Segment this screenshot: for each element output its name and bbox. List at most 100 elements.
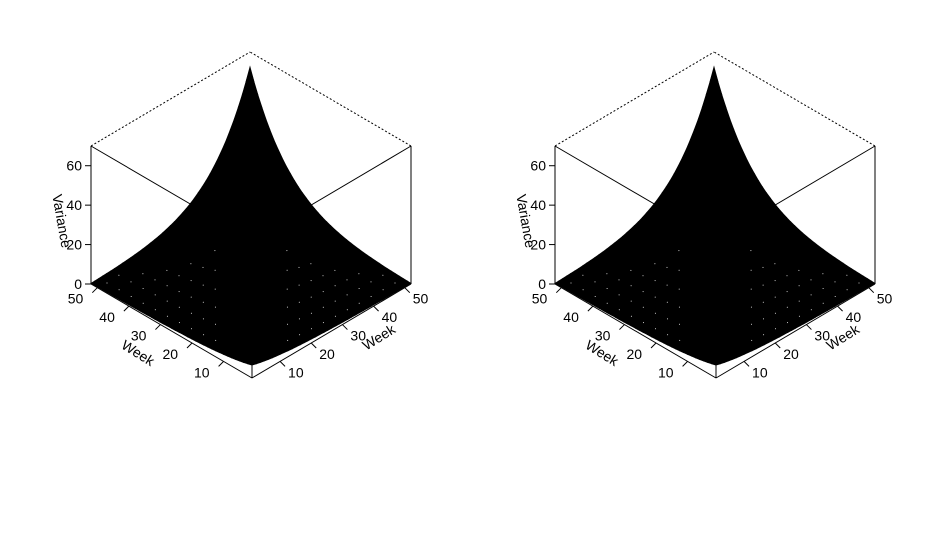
x-tick <box>587 305 594 312</box>
mesh-gap <box>166 300 168 302</box>
mesh-gap <box>358 302 360 304</box>
mesh-gap <box>582 274 584 276</box>
mesh-gap <box>654 312 656 314</box>
z-tick-label: 60 <box>66 158 82 174</box>
mesh-gap <box>618 279 620 281</box>
mesh-gap <box>106 282 108 284</box>
z-tick-label: 20 <box>530 237 546 253</box>
mesh-gap <box>178 322 180 324</box>
mesh-gap <box>286 288 288 290</box>
x-tick-label: 10 <box>194 364 210 380</box>
x-tick <box>91 287 98 294</box>
x-tick <box>650 342 657 349</box>
mesh-gap <box>286 306 288 308</box>
y-tick-label: 10 <box>288 364 304 380</box>
mesh-gap <box>287 323 288 325</box>
mesh-gap <box>774 296 776 298</box>
mesh-gap <box>214 306 216 308</box>
mesh-gap <box>582 289 584 291</box>
x-tick <box>155 324 161 330</box>
mesh-gap <box>178 291 180 293</box>
mesh-gap <box>154 279 156 281</box>
mesh-gap <box>750 250 752 252</box>
mesh-gap <box>191 328 192 330</box>
y-tick-label: 50 <box>413 291 429 307</box>
mesh-gap <box>214 288 216 290</box>
mesh-gap <box>762 284 764 286</box>
y-tick-label: 10 <box>752 364 768 380</box>
x-tick-label: 50 <box>532 291 548 307</box>
mesh-gap <box>142 273 144 275</box>
y-axis-label: Week <box>823 320 862 353</box>
mesh-gap <box>775 328 776 330</box>
x-tick <box>682 361 688 367</box>
mesh-gap <box>286 269 288 271</box>
y-tick <box>404 287 411 294</box>
mesh-gap <box>178 275 180 277</box>
y-tick <box>837 305 843 312</box>
mesh-gap <box>667 334 669 336</box>
mesh-gap <box>810 309 812 311</box>
y-tick <box>342 324 348 330</box>
mesh-gap <box>678 269 680 271</box>
mesh-gap <box>643 322 644 324</box>
mesh-gap <box>154 309 156 311</box>
mesh-gap <box>654 263 656 265</box>
mesh-gap <box>606 288 608 289</box>
mesh-gap <box>834 296 836 297</box>
mesh-gap <box>762 266 764 268</box>
mesh-gap <box>190 312 192 314</box>
mesh-gap <box>142 288 144 289</box>
mesh-gap <box>594 281 596 283</box>
mesh-gap <box>786 306 788 308</box>
mesh-gap <box>310 296 312 298</box>
surface-mesh <box>90 65 412 366</box>
mesh-gap <box>678 306 680 308</box>
y-tick-label: 40 <box>846 309 862 325</box>
mesh-gap <box>618 309 620 311</box>
mesh-gap <box>322 291 324 293</box>
mesh-gap <box>322 306 324 308</box>
x-tick-label: 40 <box>99 309 115 325</box>
box-edges <box>90 145 412 379</box>
mesh-gap <box>594 296 596 297</box>
mesh-gap <box>322 275 324 277</box>
mesh-gap <box>310 280 312 282</box>
mesh-gap <box>798 285 800 287</box>
mesh-gap <box>810 294 812 296</box>
x-tick-label: 30 <box>131 328 147 344</box>
y-tick <box>806 324 812 330</box>
x-tick <box>123 305 130 312</box>
mesh-gap <box>846 274 848 276</box>
x-tick <box>619 324 625 330</box>
z-tick-label: 40 <box>66 197 82 213</box>
mesh-gap <box>298 284 300 286</box>
mesh-gap <box>382 274 384 276</box>
mesh-gap <box>334 285 336 287</box>
mesh-gap <box>630 285 632 287</box>
mesh-gap <box>774 312 776 314</box>
y-tick <box>310 342 317 349</box>
mesh-gap <box>750 288 752 290</box>
z-tick-label: 20 <box>66 237 82 253</box>
x-tick-label: 50 <box>68 291 84 307</box>
mesh-gap <box>630 269 632 271</box>
mesh-gap <box>394 282 396 284</box>
mesh-gap <box>202 284 204 286</box>
mesh-gap <box>166 285 168 287</box>
mesh-gap <box>215 339 217 341</box>
mesh-gap <box>334 269 336 271</box>
mesh-gap <box>786 291 788 293</box>
mesh-gap <box>751 339 753 341</box>
mesh-gap <box>858 282 860 284</box>
mesh-gap <box>346 279 348 281</box>
mesh-gap <box>178 306 180 308</box>
mesh-gap <box>311 328 312 330</box>
x-tick <box>186 342 193 349</box>
mesh-gap <box>298 318 300 320</box>
mesh-gap <box>358 288 360 289</box>
mesh-gap <box>215 323 216 325</box>
x-tick-label: 10 <box>658 364 674 380</box>
mesh-gap <box>606 273 608 275</box>
mesh-gap <box>774 280 776 282</box>
